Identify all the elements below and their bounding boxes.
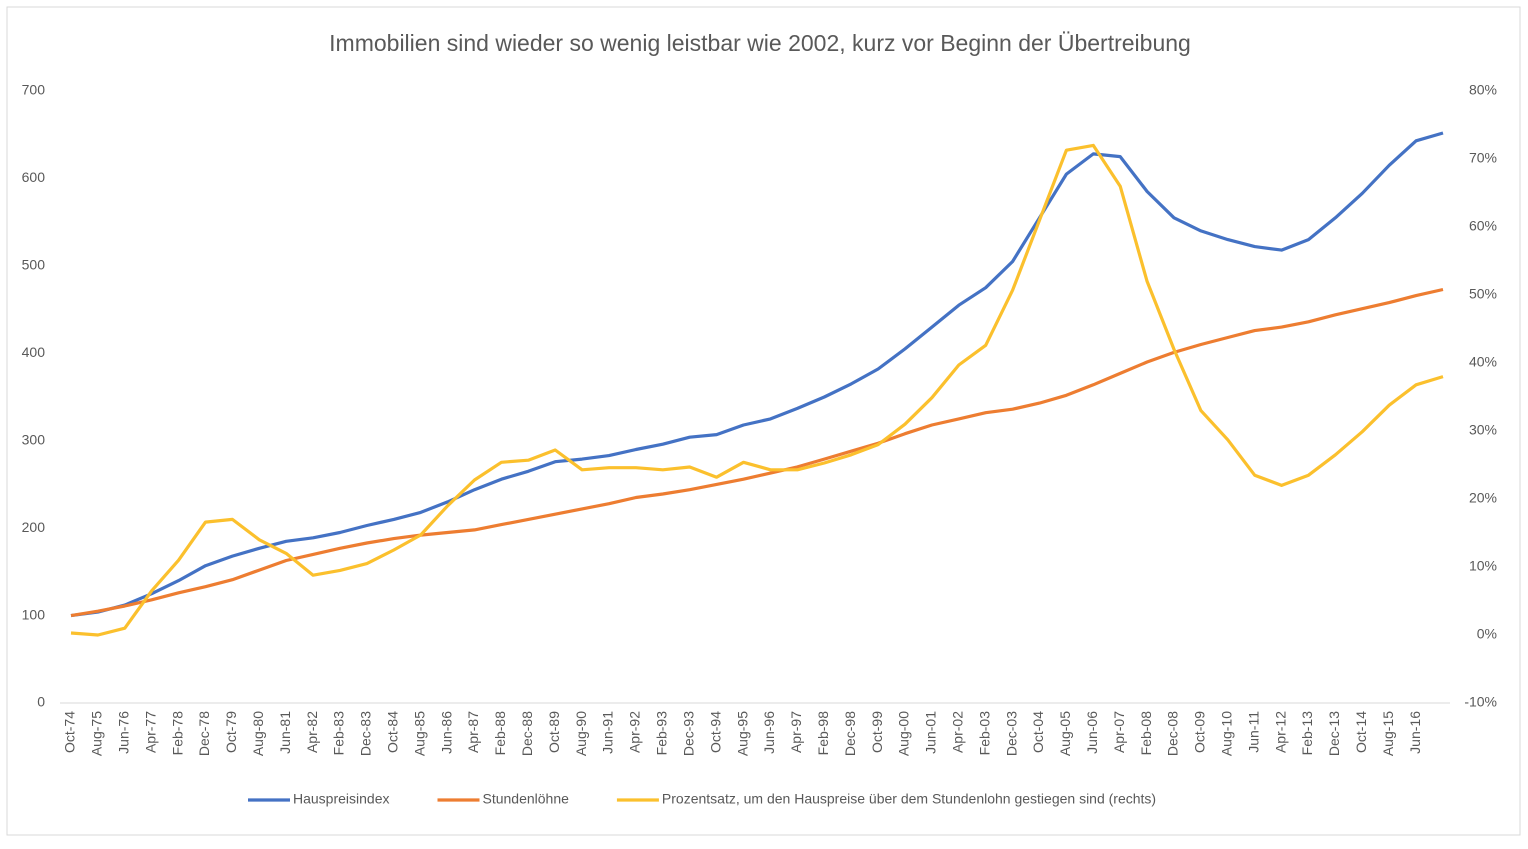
x-tick-label: Oct-94 [707, 711, 723, 753]
legend-label: Prozentsatz, um den Hauspreise über dem … [662, 791, 1156, 807]
y2-tick-label: 60% [1469, 218, 1497, 234]
x-tick-label: Jun-01 [923, 711, 939, 754]
y2-tick-label: 40% [1469, 354, 1497, 370]
x-tick-label: Jun-16 [1407, 711, 1423, 754]
x-tick-label: Apr-77 [142, 711, 158, 753]
x-tick-label: Feb-78 [169, 711, 185, 756]
x-tick-label: Jun-81 [277, 711, 293, 754]
x-tick-label: Dec-78 [196, 711, 212, 756]
series-line [70, 287, 1444, 618]
x-tick-label: Apr-07 [1111, 711, 1127, 753]
y-tick-label: 300 [22, 431, 46, 447]
x-tick-label: Aug-90 [573, 711, 589, 756]
y2-tick-label: 20% [1469, 490, 1497, 506]
x-tick-label: Feb-13 [1299, 711, 1315, 756]
x-tick-label: Oct-04 [1030, 711, 1046, 753]
x-tick-label: Jun-91 [600, 711, 616, 754]
x-tick-label: Apr-12 [1272, 711, 1288, 753]
x-tick-label: Aug-75 [89, 711, 105, 756]
x-tick-label: Oct-79 [223, 711, 239, 753]
x-tick-label: Oct-74 [62, 711, 78, 753]
y2-tick-label: -10% [1464, 694, 1497, 710]
x-tick-label: Apr-82 [304, 711, 320, 753]
x-tick-label: Feb-93 [654, 711, 670, 756]
x-tick-label: Oct-09 [1192, 711, 1208, 753]
y2-tick-label: 10% [1469, 558, 1497, 574]
series-line [70, 143, 1444, 637]
x-tick-label: Aug-95 [734, 711, 750, 756]
legend-label: Stundenlöhne [483, 791, 570, 807]
x-tick-label: Jun-11 [1245, 711, 1261, 753]
x-tick-label: Dec-98 [842, 711, 858, 756]
x-tick-label: Oct-89 [546, 711, 562, 753]
y-tick-label: 500 [22, 257, 46, 273]
x-tick-label: Jun-96 [761, 711, 777, 754]
chart-title: Immobilien sind wieder so wenig leistbar… [329, 30, 1191, 56]
x-tick-label: Aug-05 [1057, 711, 1073, 756]
y2-tick-label: 30% [1469, 422, 1497, 438]
y-tick-label: 100 [22, 606, 46, 622]
x-tick-label: Oct-84 [385, 711, 401, 753]
y2-tick-label: 0% [1477, 626, 1497, 642]
x-tick-label: Feb-83 [331, 711, 347, 756]
x-tick-label: Dec-08 [1165, 711, 1181, 756]
x-tick-label: Apr-92 [627, 711, 643, 753]
x-tick-label: Feb-03 [976, 711, 992, 756]
x-tick-label: Apr-02 [949, 711, 965, 753]
x-tick-label: Apr-97 [788, 711, 804, 753]
y2-tick-label: 70% [1469, 150, 1497, 166]
x-tick-label: Dec-13 [1326, 711, 1342, 756]
y-tick-label: 200 [22, 519, 46, 535]
x-tick-label: Apr-87 [465, 711, 481, 753]
y2-tick-label: 80% [1469, 82, 1497, 98]
x-tick-label: Oct-14 [1353, 711, 1369, 753]
y-tick-label: 700 [22, 82, 46, 98]
y-tick-label: 400 [22, 344, 46, 360]
x-tick-label: Dec-93 [680, 711, 696, 756]
y-tick-label: 0 [37, 694, 45, 710]
x-tick-label: Feb-88 [492, 711, 508, 756]
x-tick-label: Jun-06 [1084, 711, 1100, 754]
x-tick-label: Aug-80 [250, 711, 266, 756]
x-tick-label: Aug-00 [896, 711, 912, 756]
x-tick-label: Jun-76 [116, 711, 132, 754]
x-tick-label: Jun-86 [438, 711, 454, 754]
x-tick-label: Dec-83 [358, 711, 374, 756]
x-tick-label: Dec-88 [519, 711, 535, 756]
x-tick-label: Aug-10 [1218, 711, 1234, 756]
x-tick-label: Oct-99 [869, 711, 885, 753]
y2-tick-label: 50% [1469, 286, 1497, 302]
x-tick-label: Dec-03 [1003, 711, 1019, 756]
x-tick-label: Aug-85 [411, 711, 427, 756]
series-line [70, 131, 1444, 618]
y-tick-label: 600 [22, 169, 46, 185]
x-tick-label: Aug-15 [1380, 711, 1396, 756]
legend-label: Hauspreisindex [293, 791, 390, 807]
x-tick-label: Feb-08 [1138, 711, 1154, 756]
x-tick-label: Feb-98 [815, 711, 831, 756]
